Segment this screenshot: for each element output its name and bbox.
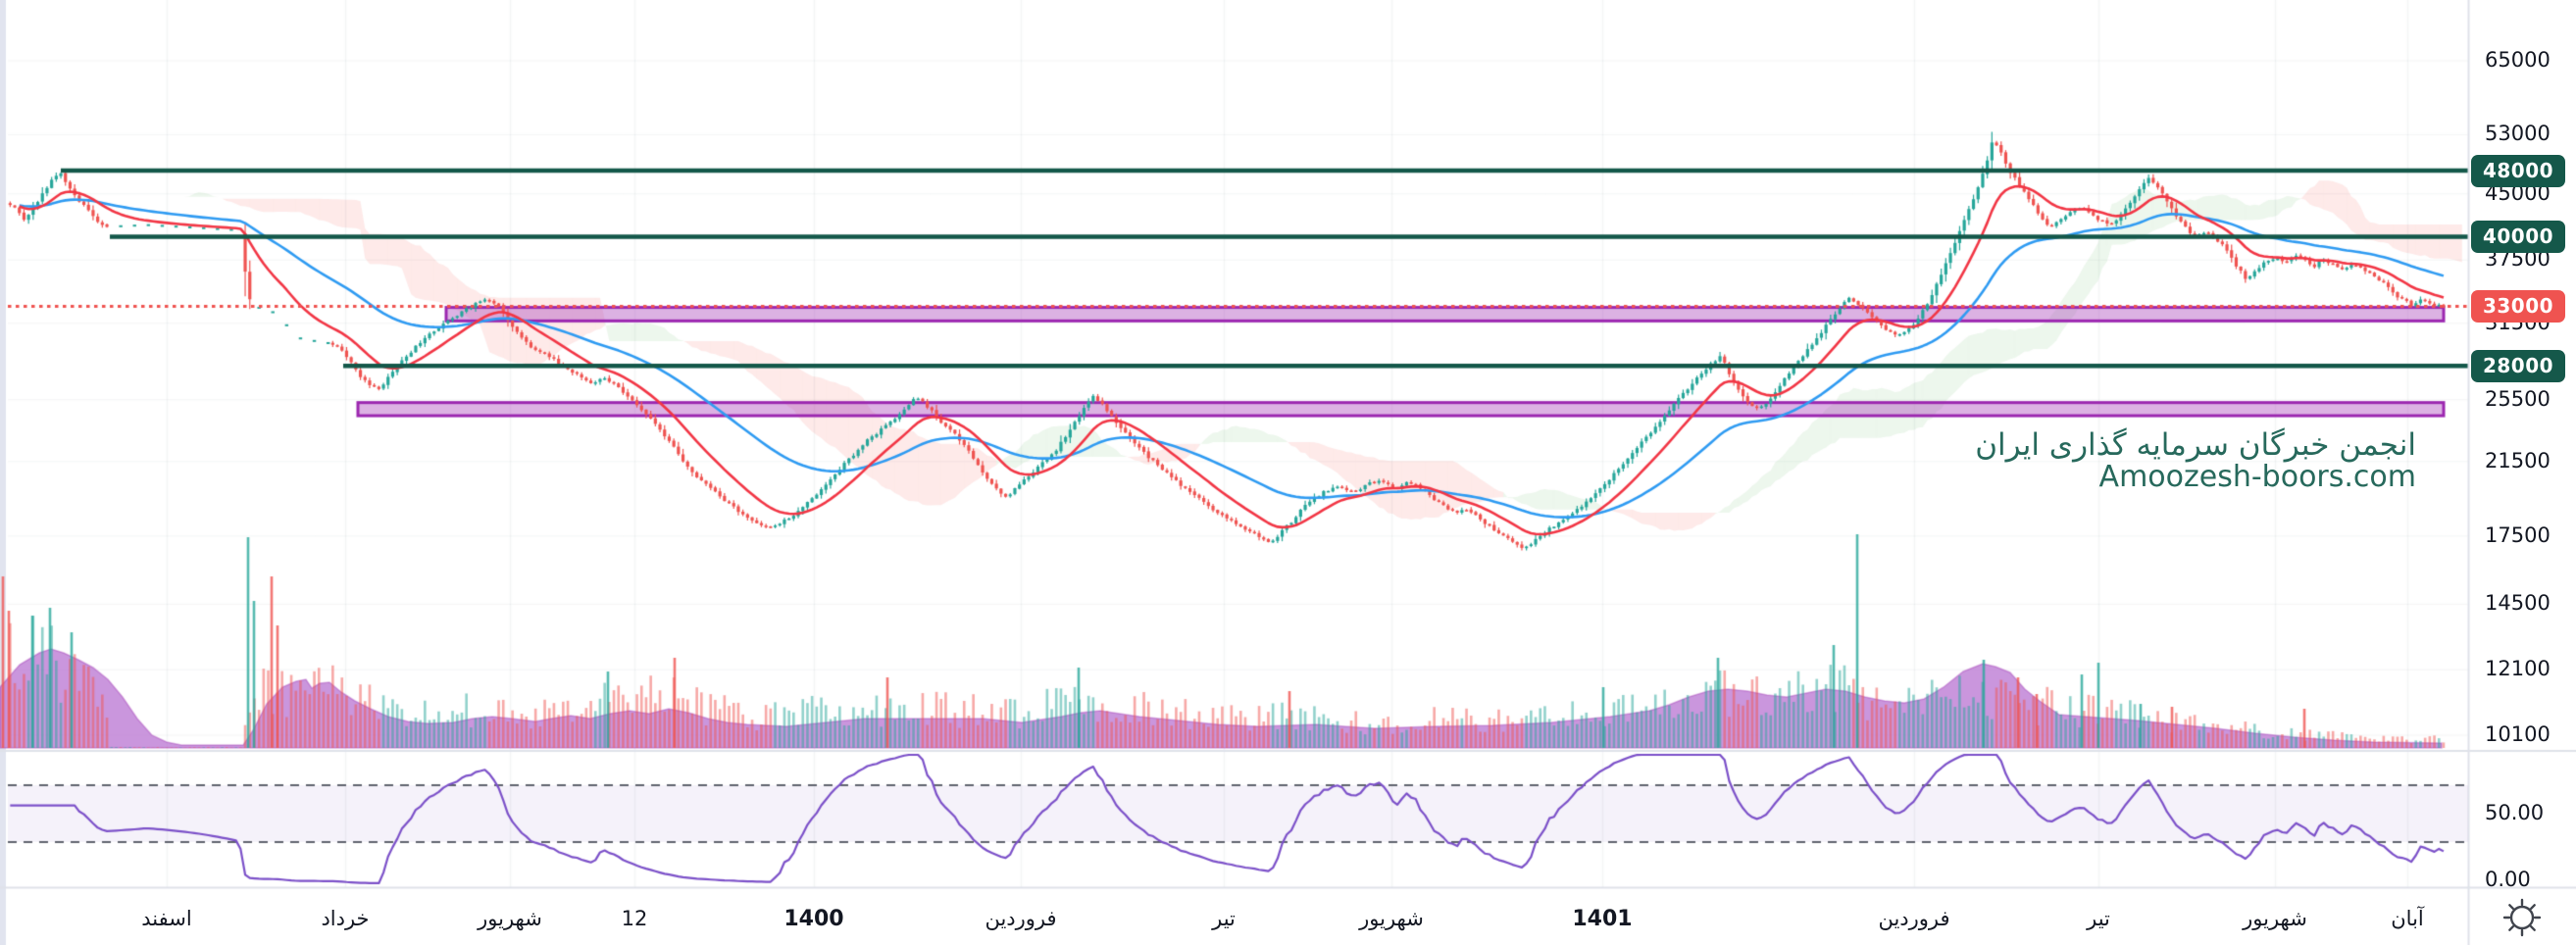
watermark-line-fa: انجمن خبرگان سرمایه گذاری ایران [1975,427,2416,463]
settings-sun-icon[interactable] [2500,895,2545,940]
sun-rays [2502,898,2542,937]
watermark-line-en: Amoozesh-boors.com [2098,460,2416,495]
watermark: انجمن خبرگان سرمایه گذاری ایران Amoozesh… [1975,427,2416,495]
